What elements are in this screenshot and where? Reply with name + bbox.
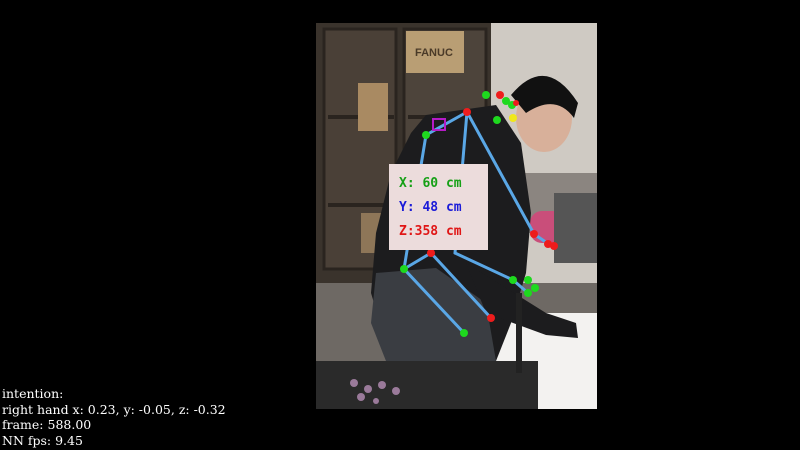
joint-point (530, 230, 538, 238)
joint-point (482, 91, 490, 99)
fps-readout: NN fps: 9.45 (2, 432, 83, 448)
joint-point (460, 329, 468, 337)
skeleton-line (453, 251, 515, 282)
z-coordinate-label: Z:358 cm (399, 224, 462, 239)
joint-point (422, 131, 430, 139)
skeleton-line (402, 267, 466, 335)
skeleton-line (424, 110, 469, 137)
status-overlay: intention: right hand x: 0.23, y: -0.05,… (2, 386, 226, 448)
joint-point (524, 289, 532, 297)
joint-point (509, 114, 517, 122)
joint-point (400, 265, 408, 273)
joint-point (509, 276, 517, 284)
skeleton-overlay (400, 91, 558, 337)
joint-point (550, 242, 558, 250)
intention-label: intention: (2, 386, 64, 401)
skeleton-line (402, 251, 433, 271)
joint-point (502, 97, 510, 105)
joint-point (487, 314, 495, 322)
fanuc-box (406, 31, 464, 73)
joint-point (496, 91, 504, 99)
joint-point (524, 276, 532, 284)
x-coordinate-label: X: 60 cm (399, 176, 462, 191)
joint-point (531, 284, 539, 292)
frame-readout: frame: 588.00 (2, 417, 92, 432)
fanuc-label: FANUC (415, 47, 453, 59)
joint-point (427, 249, 435, 257)
skeleton-line (465, 110, 536, 236)
joint-point (493, 116, 501, 124)
position-label-box: X: 60 cm Y: 48 cm Z:358 cm (389, 164, 488, 250)
skeleton-line (429, 251, 493, 320)
purple-square-marker-icon (432, 118, 446, 131)
joint-point (463, 108, 471, 116)
joint-point (513, 100, 519, 106)
right-hand-readout: right hand x: 0.23, y: -0.05, z: -0.32 (2, 401, 226, 417)
y-coordinate-label: Y: 48 cm (399, 200, 462, 215)
